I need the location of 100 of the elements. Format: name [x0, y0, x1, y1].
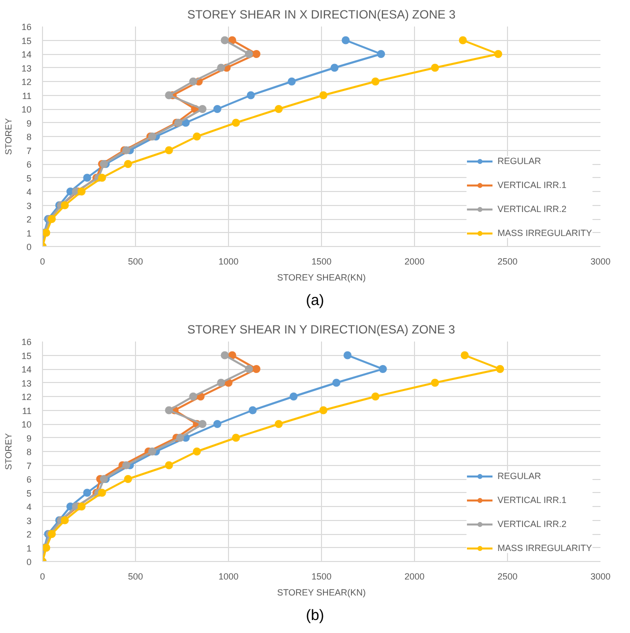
- y-tick-label: 11: [22, 406, 32, 416]
- point: [164, 146, 173, 154]
- x-tick-label: 1000: [218, 572, 239, 582]
- legend-label: VERTICAL IRR.1: [497, 495, 566, 505]
- y-tick-label: 14: [21, 364, 32, 374]
- x-tick-label: 1000: [218, 256, 239, 266]
- point: [232, 434, 240, 442]
- point: [371, 392, 380, 400]
- y-tick-label: 11: [22, 90, 32, 101]
- x-tick-label: 3000: [590, 572, 611, 582]
- y-tick-label: 5: [26, 173, 32, 184]
- point: [164, 461, 173, 470]
- y-tick-label: 6: [26, 474, 32, 484]
- point: [198, 420, 206, 428]
- y-tick-label: 1: [26, 228, 32, 238]
- point: [192, 448, 201, 456]
- point: [60, 516, 69, 524]
- x-tick-label: 500: [128, 572, 144, 582]
- point: [244, 365, 253, 373]
- y-tick-label: 0: [26, 557, 32, 567]
- y-tick-label: 4: [26, 502, 32, 512]
- point: [192, 132, 201, 140]
- y-tick-label: 10: [21, 420, 32, 430]
- point: [458, 36, 467, 44]
- x-tick-label: 1500: [311, 256, 332, 266]
- point: [189, 78, 198, 86]
- point: [124, 475, 132, 483]
- y-tick-label: 13: [21, 63, 32, 74]
- point: [78, 502, 86, 510]
- y-tick-label: 4: [26, 187, 32, 197]
- legend-label: REGULAR: [497, 156, 541, 166]
- point: [83, 488, 92, 497]
- x-tick-label: 2000: [404, 572, 425, 582]
- point: [319, 91, 328, 100]
- point: [274, 105, 283, 113]
- y-tick-label: 7: [26, 146, 32, 156]
- point: [220, 351, 229, 360]
- point: [342, 36, 350, 44]
- legend-label: VERTICAL IRR.2: [497, 519, 566, 529]
- point: [244, 50, 253, 58]
- y-tick-label: 6: [26, 160, 32, 170]
- y-axis-title: STOREY: [3, 433, 14, 470]
- point: [217, 378, 226, 387]
- point: [213, 105, 222, 113]
- text: (b): [306, 606, 324, 626]
- point: [252, 365, 260, 373]
- y-tick-label: 3: [26, 200, 32, 211]
- x-axis-title: STOREY SHEAR(KN): [277, 272, 366, 282]
- point: [246, 91, 255, 100]
- y-tick-label: 2: [26, 214, 32, 224]
- x-tick-label: 0: [40, 572, 46, 582]
- y-tick-label: 3: [26, 516, 32, 526]
- y-tick-label: 8: [26, 447, 32, 457]
- y-tick-label: 12: [21, 77, 32, 87]
- x-tick-label: 1500: [311, 572, 332, 582]
- point: [122, 461, 130, 470]
- point: [98, 488, 106, 497]
- y-tick-label: 16: [21, 337, 32, 347]
- point: [60, 201, 69, 210]
- point: [220, 36, 229, 44]
- y-tick-label: 9: [26, 118, 32, 128]
- point: [332, 378, 340, 387]
- point: [189, 392, 198, 400]
- point: [378, 365, 387, 373]
- y-tick-label: 10: [21, 104, 32, 114]
- x-tick-label: 2500: [497, 572, 518, 582]
- x-tick-label: 3000: [590, 256, 611, 266]
- y-tick-label: 15: [21, 36, 32, 46]
- y-tick-label: 12: [21, 392, 32, 402]
- legend-label: VERTICAL IRR.1: [497, 180, 566, 190]
- legend-label: MASS IRREGULARITY: [497, 543, 592, 553]
- point: [83, 174, 92, 182]
- point: [248, 406, 257, 414]
- y-tick-label: 1: [26, 543, 32, 554]
- x-tick-label: 2500: [497, 256, 518, 266]
- y-tick-label: 8: [26, 132, 32, 142]
- point: [78, 188, 86, 196]
- x-tick-label: 500: [128, 256, 144, 266]
- point: [274, 420, 283, 428]
- x-tick-label: 2000: [404, 256, 425, 266]
- y-tick-label: 9: [26, 433, 32, 444]
- y-tick-label: 2: [26, 530, 32, 540]
- y-tick-label: 0: [26, 242, 32, 252]
- point: [330, 64, 339, 72]
- point: [496, 365, 504, 373]
- legend-label: MASS IRREGULARITY: [497, 228, 592, 238]
- y-tick-label: 14: [21, 50, 32, 60]
- point: [164, 91, 173, 100]
- point: [377, 50, 386, 58]
- y-tick-label: 13: [21, 378, 32, 388]
- point: [430, 378, 439, 387]
- y-tick-label: 7: [26, 460, 32, 471]
- point: [213, 420, 222, 428]
- point: [252, 50, 260, 58]
- chart-title: STOREY SHEAR IN X DIRECTION(ESA) ZONE 3: [187, 8, 456, 22]
- x-axis-title: STOREY SHEAR(KN): [277, 588, 366, 598]
- point: [319, 406, 328, 414]
- point: [494, 50, 502, 58]
- point: [124, 160, 132, 168]
- point: [460, 351, 469, 360]
